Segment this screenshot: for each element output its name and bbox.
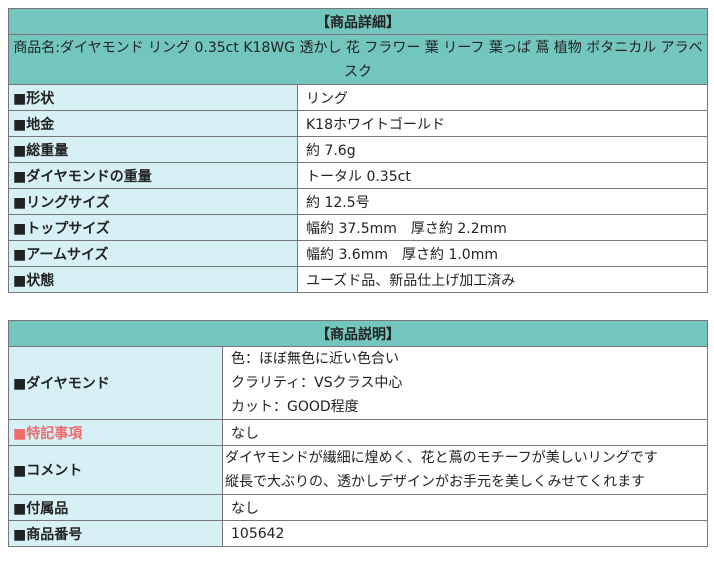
- row-label: ■総重量: [8, 136, 298, 163]
- description-title: 【商品説明】: [8, 320, 708, 347]
- notes-label: ■特記事項: [8, 419, 223, 446]
- row-value: 約 7.6g: [297, 136, 708, 163]
- description-table: 【商品説明】 ■ダイヤモンド 色：ほぼ無色に近い色合い クラリティ：VSクラス中…: [8, 320, 708, 547]
- diamond-clarity: クラリティ：VSクラス中心: [231, 375, 403, 391]
- comment-line: 縦長で大ぶりの、透かしデザインがお手元を美しくみせてくれます: [225, 474, 646, 490]
- comment-value: ダイヤモンドが繊細に煌めく、花と蔦のモチーフが美しいリングです 縦長で大ぶりの、…: [222, 445, 708, 495]
- table-row: ■トップサイズ 幅約 37.5mm 厚さ約 2.2mm: [8, 214, 708, 241]
- row-label: ■状態: [8, 266, 298, 293]
- notes-value: なし: [222, 419, 708, 446]
- row-value: ユーズド品、新品仕上げ加工済み: [297, 266, 708, 293]
- accessories-value: なし: [222, 494, 708, 521]
- row-label: ■リングサイズ: [8, 188, 298, 215]
- table-row: ■付属品 なし: [8, 494, 708, 521]
- row-label: ■形状: [8, 84, 298, 111]
- table-row: ■総重量約 7.6g: [8, 136, 708, 163]
- comment-line: ダイヤモンドが繊細に煌めく、花と蔦のモチーフが美しいリングです: [225, 450, 658, 466]
- row-value: K18ホワイトゴールド: [297, 110, 708, 137]
- table-row: ■アームサイズ 幅約 3.6mm 厚さ約 1.0mm: [8, 240, 708, 267]
- table-row: ■コメント ダイヤモンドが繊細に煌めく、花と蔦のモチーフが美しいリングです 縦長…: [8, 445, 708, 495]
- table-row: ■商品番号 105642: [8, 520, 708, 547]
- row-label: ■アームサイズ: [8, 240, 298, 267]
- diamond-label: ■ダイヤモンド: [8, 346, 223, 420]
- table-row: ■ダイヤモンド 色：ほぼ無色に近い色合い クラリティ：VSクラス中心 カット：G…: [8, 346, 708, 420]
- table-row: ■リングサイズ約 12.5号: [8, 188, 708, 215]
- row-value: 幅約 37.5mm 厚さ約 2.2mm: [297, 214, 708, 241]
- accessories-label: ■付属品: [8, 494, 223, 521]
- product-number-label: ■商品番号: [8, 520, 223, 547]
- row-value: リング: [297, 84, 708, 111]
- diamond-value: 色：ほぼ無色に近い色合い クラリティ：VSクラス中心 カット：GOOD程度: [222, 346, 708, 420]
- table-row: ■地金 K18ホワイトゴールド: [8, 110, 708, 137]
- row-value: 約 12.5号: [297, 188, 708, 215]
- row-label: ■地金: [8, 110, 298, 137]
- product-name: 商品名:ダイヤモンド リング 0.35ct K18WG 透かし 花 フラワー 葉…: [8, 34, 708, 85]
- table-row: ■形状 リング: [8, 84, 708, 111]
- table-row: ■特記事項 なし: [8, 419, 708, 446]
- product-number-value: 105642: [222, 520, 708, 547]
- comment-label: ■コメント: [8, 445, 223, 495]
- diamond-color: 色：ほぼ無色に近い色合い: [231, 351, 399, 367]
- table-row: ■状態 ユーズド品、新品仕上げ加工済み: [8, 266, 708, 293]
- row-label: ■トップサイズ: [8, 214, 298, 241]
- details-title: 【商品詳細】: [8, 8, 708, 35]
- row-label: ■ダイヤモンドの重量: [8, 162, 298, 189]
- table-row: ■ダイヤモンドの重量 トータル 0.35ct: [8, 162, 708, 189]
- row-value: 幅約 3.6mm 厚さ約 1.0mm: [297, 240, 708, 267]
- details-table: 【商品詳細】 商品名:ダイヤモンド リング 0.35ct K18WG 透かし 花…: [8, 8, 708, 293]
- diamond-cut: カット：GOOD程度: [231, 399, 359, 415]
- row-value: トータル 0.35ct: [297, 162, 708, 189]
